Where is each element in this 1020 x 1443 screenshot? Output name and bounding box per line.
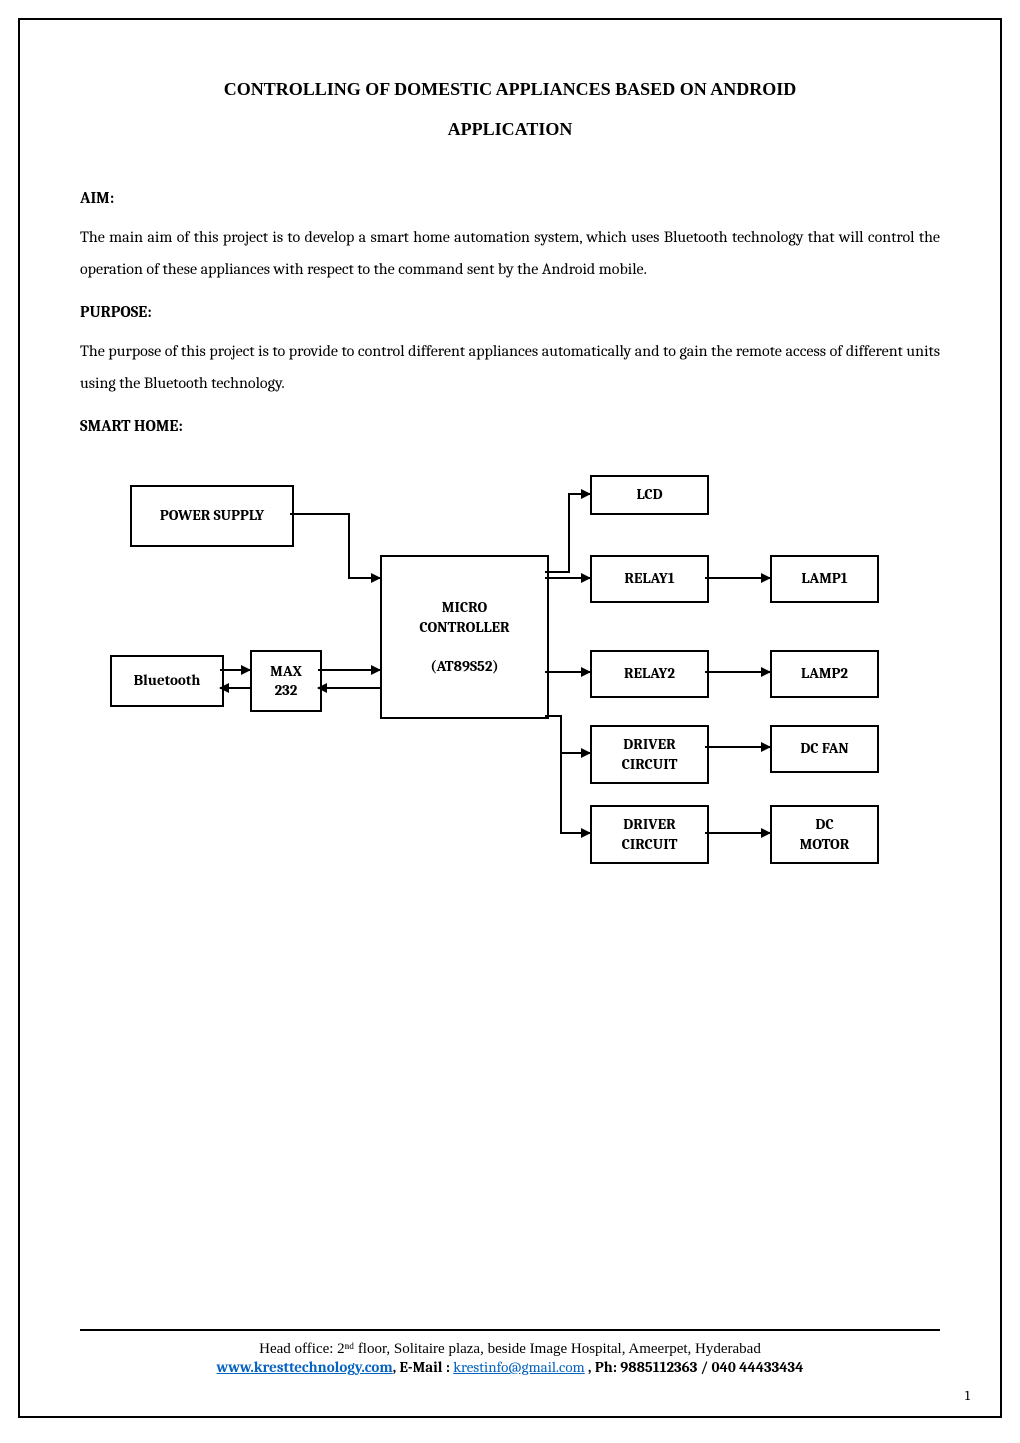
block-diagram: POWER SUPPLY Bluetooth MAX 232 MICRO CON… <box>90 465 910 905</box>
node-relay1: RELAY1 <box>590 555 709 603</box>
edge-arrow <box>560 752 590 754</box>
node-lamp1-label: LAMP1 <box>801 569 847 589</box>
footer-address: Head office: 2ⁿᵈ floor, Solitaire plaza,… <box>80 1341 940 1358</box>
footer-email-link[interactable]: krestinfo@gmail.com <box>453 1358 585 1376</box>
node-micro-label: MICRO CONTROLLER (AT89S52) <box>419 598 509 676</box>
node-microcontroller: MICRO CONTROLLER (AT89S52) <box>380 555 549 719</box>
node-bluetooth: Bluetooth <box>110 655 224 707</box>
node-driver2: DRIVER CIRCUIT <box>590 805 709 864</box>
page-title: CONTROLLING OF DOMESTIC APPLIANCES BASED… <box>80 70 940 149</box>
edge-arrow <box>220 669 250 671</box>
node-driver1-label: DRIVER CIRCUIT <box>622 735 678 774</box>
purpose-body: The purpose of this project is to provid… <box>80 335 940 399</box>
edge-arrow <box>545 671 590 673</box>
edge-arrow <box>705 746 770 748</box>
node-lamp2-label: LAMP2 <box>801 664 848 684</box>
edge-line <box>545 571 570 573</box>
edge-arrow <box>560 832 590 834</box>
node-driver1: DRIVER CIRCUIT <box>590 725 709 784</box>
edge-arrow <box>568 493 590 495</box>
edge-arrow <box>220 687 250 689</box>
node-relay2-label: RELAY2 <box>624 664 675 684</box>
node-bluetooth-label: Bluetooth <box>134 671 201 691</box>
node-power-label: POWER SUPPLY <box>160 506 264 526</box>
node-driver2-label: DRIVER CIRCUIT <box>622 815 678 854</box>
footer-phone: 9885112363 / 040 44433434 <box>620 1358 803 1376</box>
page-number: 1 <box>965 1387 970 1404</box>
node-dcmotor: DC MOTOR <box>770 805 879 864</box>
smarthome-heading: SMART HOME: <box>80 417 940 435</box>
page-content: CONTROLLING OF DOMESTIC APPLIANCES BASED… <box>20 20 1000 925</box>
edge-line <box>348 513 350 578</box>
footer-email-label: , E-Mail : <box>393 1358 453 1376</box>
edge-arrow <box>705 671 770 673</box>
page-footer: Head office: 2ⁿᵈ floor, Solitaire plaza,… <box>80 1329 940 1376</box>
footer-website-link[interactable]: www.kresttechnology.com <box>217 1358 393 1376</box>
footer-text: Head office: 2ⁿᵈ floor, Solitaire plaza,… <box>80 1341 940 1376</box>
node-relay2: RELAY2 <box>590 650 709 698</box>
node-power-supply: POWER SUPPLY <box>130 485 294 547</box>
footer-rule <box>80 1329 940 1331</box>
footer-phone-label: , Ph: <box>585 1358 620 1376</box>
title-line-1: CONTROLLING OF DOMESTIC APPLIANCES BASED… <box>224 79 796 99</box>
edge-arrow <box>348 577 380 579</box>
edge-arrow <box>318 669 380 671</box>
edge-line <box>560 715 562 832</box>
node-lcd: LCD <box>590 475 709 515</box>
node-lcd-label: LCD <box>636 485 662 505</box>
title-line-2: APPLICATION <box>448 119 573 139</box>
purpose-heading: PURPOSE: <box>80 303 940 321</box>
aim-body: The main aim of this project is to devel… <box>80 221 940 285</box>
edge-arrow <box>705 832 770 834</box>
node-relay1-label: RELAY1 <box>624 569 674 589</box>
node-lamp2: LAMP2 <box>770 650 879 698</box>
edge-line <box>290 513 350 515</box>
edge-arrow <box>545 577 590 579</box>
edge-arrow <box>318 687 380 689</box>
aim-heading: AIM: <box>80 189 940 207</box>
node-max232: MAX 232 <box>250 650 322 712</box>
footer-contact: www.kresttechnology.com, E-Mail : kresti… <box>80 1358 940 1376</box>
node-dcmotor-label: DC MOTOR <box>800 815 850 854</box>
edge-arrow <box>705 577 770 579</box>
node-max232-label: MAX 232 <box>270 662 302 701</box>
node-dcfan-label: DC FAN <box>800 739 848 759</box>
node-lamp1: LAMP1 <box>770 555 879 603</box>
page-border: CONTROLLING OF DOMESTIC APPLIANCES BASED… <box>18 18 1002 1418</box>
edge-line <box>568 493 570 573</box>
node-dcfan: DC FAN <box>770 725 879 773</box>
